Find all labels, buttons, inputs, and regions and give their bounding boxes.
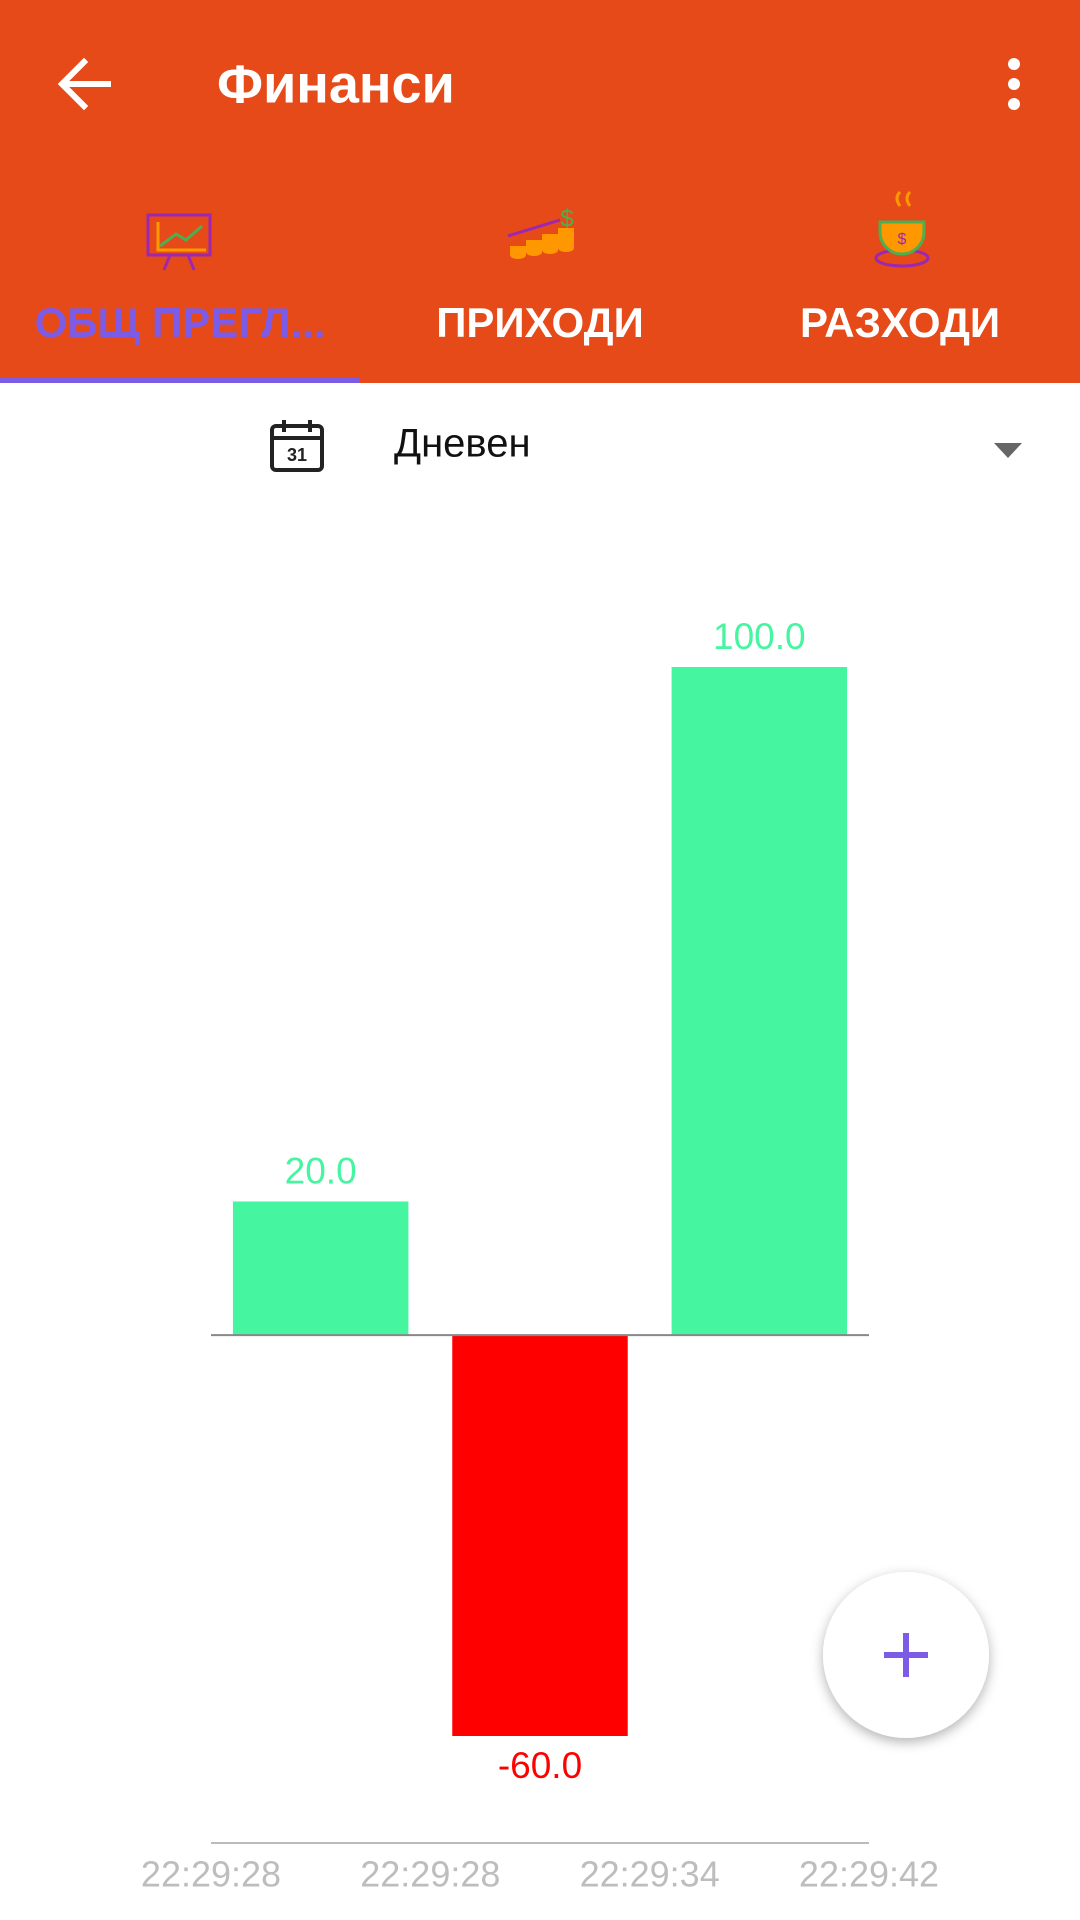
svg-text:$: $ — [560, 205, 573, 232]
bar — [452, 1335, 628, 1736]
chart: 20.0 -60.0 100.0 22:29:28 22:29:28 22:29:34 22… — [141, 616, 939, 1895]
x-tick-label: 22:29:42 — [799, 1854, 939, 1895]
value-label: -60.0 — [498, 1745, 582, 1786]
svg-text:31: 31 — [287, 445, 307, 465]
app-bar — [0, 0, 1080, 383]
tab[interactable]: РАЗХОДИ — [800, 299, 1000, 346]
value-label: 100.0 — [713, 616, 806, 657]
fab-add[interactable] — [823, 1572, 989, 1738]
tab[interactable]: ОБЩ ПРЕГЛ... — [35, 299, 326, 346]
tab-icon-overview — [146, 213, 212, 271]
dropdown-label[interactable]: Дневен — [394, 422, 531, 466]
app-title: Финанси — [217, 54, 455, 114]
menu-button[interactable] — [1008, 58, 1020, 110]
dropdown-arrow[interactable] — [994, 443, 1022, 458]
tab-indicator — [0, 378, 359, 383]
tab-icon-income: $ — [507, 205, 574, 259]
x-tick-label: 22:29:28 — [360, 1854, 500, 1895]
x-tick-label: 22:29:34 — [580, 1854, 720, 1895]
bar — [232, 1201, 409, 1336]
bar — [671, 667, 848, 1336]
back-button[interactable] — [57, 57, 111, 111]
tab[interactable]: ПРИХОДИ — [436, 299, 644, 346]
calendar-icon: 31 — [270, 420, 324, 472]
tab-icon-expenses: $ — [874, 190, 930, 268]
svg-text:$: $ — [898, 231, 907, 248]
x-tick-label: 22:29:28 — [141, 1854, 281, 1895]
value-label: 20.0 — [285, 1150, 357, 1191]
